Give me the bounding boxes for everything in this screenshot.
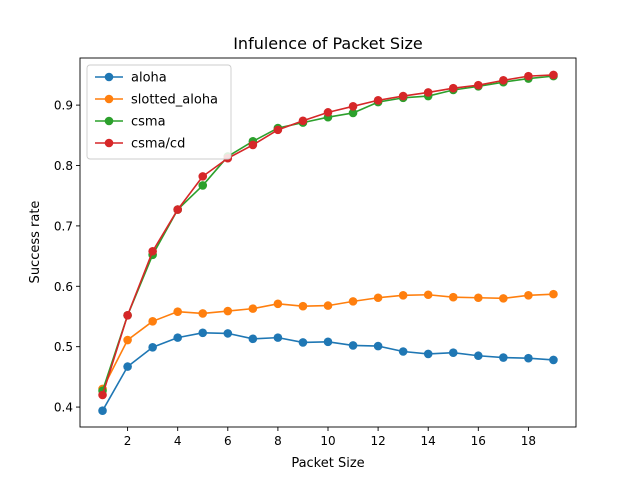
- data-point-aloha: [499, 353, 508, 362]
- data-point-csma-cd: [549, 70, 558, 80]
- data-point-csma-cd: [524, 71, 533, 81]
- y-tick-label: 0.5: [54, 340, 73, 354]
- data-point-csma-cd: [423, 88, 433, 97]
- data-point-slotted-aloha: [524, 291, 533, 300]
- y-tick-label: 0.4: [54, 401, 73, 415]
- data-point-aloha: [398, 347, 408, 356]
- data-point-csma-cd: [248, 140, 258, 150]
- data-point-slotted-aloha: [198, 309, 208, 318]
- data-point-slotted-aloha: [273, 299, 283, 309]
- data-point-slotted-aloha: [348, 297, 358, 306]
- data-point-slotted-aloha: [123, 335, 132, 345]
- data-point-slotted-aloha: [248, 304, 258, 313]
- data-point-aloha: [173, 333, 182, 342]
- legend-marker-aloha: [104, 72, 114, 82]
- data-point-aloha: [348, 341, 358, 350]
- series-layer: [98, 70, 558, 415]
- series-aloha: [98, 328, 558, 415]
- legend-label-slotted-aloha: slotted_aloha: [131, 93, 218, 108]
- data-point-slotted-aloha: [398, 291, 408, 300]
- y-tick-label: 0.6: [54, 280, 73, 294]
- legend-marker-csma-cd: [104, 138, 114, 148]
- legend-marker-slotted-aloha: [104, 94, 114, 104]
- data-point-csma-cd: [273, 125, 283, 135]
- data-point-slotted-aloha: [448, 292, 458, 302]
- data-point-aloha: [123, 362, 132, 371]
- x-tick-label: 2: [124, 434, 132, 448]
- data-point-slotted-aloha: [499, 294, 508, 303]
- x-tick-label: 4: [174, 434, 182, 448]
- legend-box: [86, 64, 232, 160]
- chart-title: Infulence of Packet Size: [233, 34, 423, 53]
- data-point-aloha: [323, 337, 333, 347]
- data-point-slotted-aloha: [173, 307, 182, 316]
- x-tick-label: 18: [521, 434, 536, 448]
- legend-label-aloha: aloha: [131, 71, 167, 86]
- x-tick-label: 6: [224, 434, 232, 448]
- x-tick-label: 12: [370, 434, 385, 448]
- data-point-slotted-aloha: [223, 306, 233, 316]
- data-point-slotted-aloha: [549, 289, 558, 299]
- data-point-slotted-aloha: [298, 301, 308, 311]
- data-point-slotted-aloha: [423, 290, 433, 300]
- data-point-aloha: [373, 341, 383, 351]
- data-point-csma-cd: [198, 172, 208, 181]
- x-axis-ticks: 2 4 6 8 10 12 14 16 18: [124, 427, 536, 448]
- legend-marker-csma: [104, 116, 114, 126]
- y-tick-label: 0.8: [54, 159, 73, 173]
- data-point-aloha: [448, 348, 458, 358]
- data-point-slotted-aloha: [323, 301, 333, 310]
- data-point-aloha: [148, 342, 157, 352]
- data-point-csma-cd: [373, 95, 383, 105]
- data-point-aloha: [223, 329, 233, 338]
- y-axis-label: Success rate: [28, 201, 43, 284]
- data-point-aloha: [549, 355, 558, 365]
- data-point-aloha: [98, 406, 107, 415]
- data-point-aloha: [248, 334, 258, 344]
- data-point-aloha: [423, 349, 433, 359]
- y-tick-label: 0.7: [54, 219, 73, 233]
- data-point-csma: [348, 108, 358, 118]
- data-point-csma: [198, 181, 208, 190]
- series-csma-cd: [98, 70, 558, 400]
- x-tick-label: 16: [471, 434, 486, 448]
- data-point-csma-cd: [148, 246, 157, 256]
- data-point-slotted-aloha: [148, 317, 157, 326]
- y-axis-ticks: 0.4 0.5 0.6 0.7 0.8 0.9: [54, 99, 80, 415]
- data-point-aloha: [474, 351, 483, 361]
- data-point-csma-cd: [123, 310, 132, 320]
- x-tick-label: 8: [274, 434, 282, 448]
- legend-label-csma-cd: csma/cd: [131, 137, 185, 152]
- data-point-csma-cd: [98, 390, 107, 400]
- data-point-aloha: [273, 333, 283, 342]
- data-point-csma-cd: [323, 108, 333, 117]
- data-point-csma-cd: [298, 116, 308, 126]
- legend-label-csma: csma: [131, 115, 166, 130]
- data-point-aloha: [524, 353, 533, 363]
- data-point-csma-cd: [448, 83, 458, 93]
- data-point-aloha: [298, 338, 308, 347]
- data-point-slotted-aloha: [474, 293, 483, 303]
- data-point-aloha: [198, 328, 208, 338]
- data-point-csma-cd: [499, 76, 508, 85]
- data-point-csma-cd: [474, 80, 483, 90]
- data-point-csma-cd: [398, 91, 408, 101]
- x-axis-label: Packet Size: [291, 456, 364, 471]
- x-tick-label: 14: [421, 434, 436, 448]
- y-tick-label: 0.9: [54, 99, 73, 113]
- data-point-slotted-aloha: [373, 293, 383, 303]
- data-point-csma-cd: [348, 102, 358, 111]
- x-tick-label: 10: [320, 434, 335, 448]
- data-point-csma-cd: [173, 205, 182, 214]
